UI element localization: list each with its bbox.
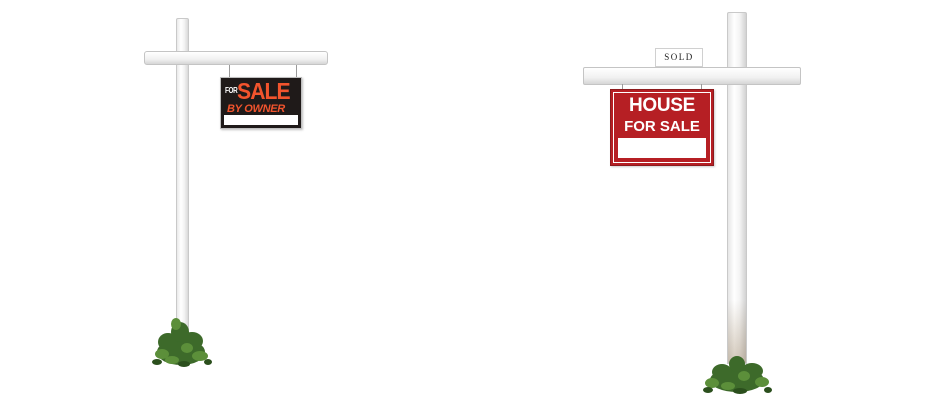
sold-rider-sign: SOLD <box>655 48 703 67</box>
sign-border: HOUSE FOR SALE <box>613 92 711 163</box>
right-shrub <box>703 356 772 394</box>
left-crossarm <box>144 51 328 65</box>
sign-blank-panel <box>224 115 298 125</box>
sign-text-house: HOUSE <box>628 95 696 116</box>
sign-text-for: FOR <box>225 86 238 95</box>
right-post <box>727 12 747 364</box>
sign-text-for-sale: FOR SALE <box>624 118 700 135</box>
sign-text-sale: SALE <box>237 78 291 104</box>
left-shrub <box>152 318 212 367</box>
right-hook-1 <box>622 84 623 90</box>
for-sale-by-owner-sign: FOR SALE BY OWNER <box>220 77 302 129</box>
right-hook-2 <box>701 84 702 90</box>
left-hook-2 <box>296 65 297 77</box>
house-for-sale-sign: HOUSE FOR SALE <box>610 89 714 166</box>
left-hook-1 <box>229 65 230 77</box>
sign-text-by-owner: BY OWNER <box>227 103 285 115</box>
right-crossarm <box>583 67 801 85</box>
sign-blank-panel <box>618 138 706 158</box>
